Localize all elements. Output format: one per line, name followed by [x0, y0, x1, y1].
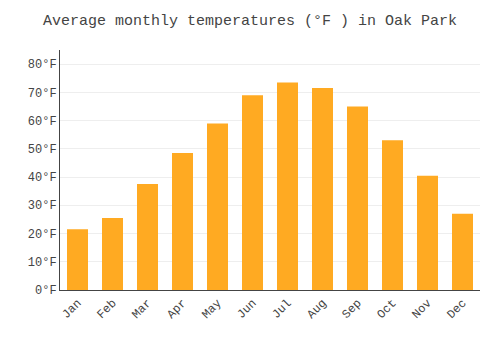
svg-text:0°F: 0°F [35, 284, 57, 298]
svg-text:Average monthly temperatures (: Average monthly temperatures (°F ) in Oa… [43, 13, 457, 30]
svg-text:80°F: 80°F [28, 58, 57, 72]
svg-text:70°F: 70°F [28, 87, 57, 101]
svg-text:30°F: 30°F [28, 199, 57, 213]
svg-text:Nov: Nov [409, 297, 434, 322]
svg-text:40°F: 40°F [28, 171, 57, 185]
svg-text:Aug: Aug [304, 297, 329, 322]
svg-text:Feb: Feb [94, 297, 119, 322]
svg-text:20°F: 20°F [28, 228, 57, 242]
svg-text:Dec: Dec [444, 297, 469, 322]
svg-text:Oct: Oct [374, 297, 399, 322]
svg-text:Jun: Jun [234, 297, 259, 322]
svg-text:Mar: Mar [129, 297, 154, 322]
svg-text:May: May [199, 297, 224, 322]
svg-text:Sep: Sep [339, 297, 364, 322]
svg-text:Jul: Jul [269, 297, 294, 322]
svg-text:Jan: Jan [59, 297, 84, 322]
svg-text:50°F: 50°F [28, 143, 57, 157]
svg-text:Apr: Apr [164, 297, 189, 322]
svg-text:10°F: 10°F [28, 256, 57, 270]
svg-text:60°F: 60°F [28, 115, 57, 129]
